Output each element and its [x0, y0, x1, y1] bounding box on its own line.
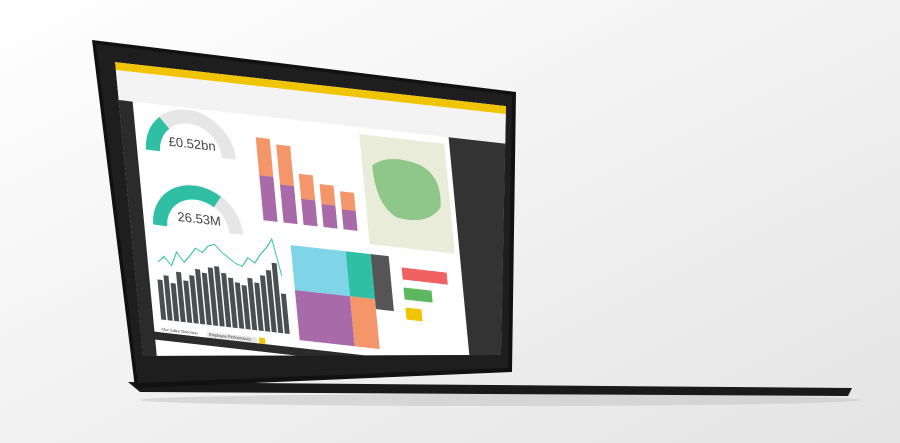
gauge-value: 26.53M	[177, 209, 222, 229]
ribbon	[115, 70, 506, 146]
treemap-tile	[290, 245, 350, 297]
gauge-card: £0.52bn 26.53M	[145, 109, 244, 235]
powerbi-window: £0.52bn 26.53M	[115, 62, 506, 356]
column	[207, 267, 219, 326]
tab-label[interactable]: Our Sales Overview	[162, 327, 198, 336]
visualizations-pane	[448, 137, 506, 356]
column	[214, 266, 225, 327]
bar-segment	[298, 173, 316, 201]
tab-label[interactable]: Employee Performance	[209, 332, 252, 342]
bar-segment	[276, 144, 294, 187]
status-bar	[140, 330, 506, 356]
laptop-base	[128, 382, 852, 396]
column	[175, 271, 186, 323]
column	[271, 262, 284, 334]
column	[221, 272, 232, 328]
column	[280, 293, 290, 335]
treemap-tile	[370, 254, 394, 312]
bar-segment	[259, 175, 278, 222]
hbar	[405, 307, 423, 322]
add-tab[interactable]	[258, 337, 266, 345]
column	[227, 277, 238, 329]
column	[241, 285, 251, 330]
treemap-tile	[349, 296, 380, 350]
gauge-fill	[145, 117, 170, 152]
gauge-fill	[153, 185, 221, 227]
combo-chart	[157, 237, 290, 335]
bar-segment	[321, 204, 338, 229]
column	[189, 275, 199, 324]
bar-segment	[255, 137, 274, 177]
column	[234, 282, 245, 329]
bar-visual	[255, 137, 358, 231]
column	[265, 269, 277, 333]
tab[interactable]	[206, 331, 258, 344]
treemap-tile	[345, 251, 375, 300]
column	[247, 277, 258, 331]
hbar	[401, 267, 448, 285]
column	[170, 282, 180, 322]
bar-segment	[341, 209, 358, 231]
hbar	[403, 287, 433, 303]
line	[157, 237, 283, 276]
treemap-tile	[294, 290, 355, 347]
column	[157, 279, 167, 321]
column	[163, 275, 173, 321]
shadow	[140, 394, 860, 406]
screen: £0.52bn 26.53M	[115, 62, 506, 356]
title-bar	[115, 62, 506, 116]
bar-segment	[301, 198, 318, 227]
column	[195, 268, 206, 325]
map-region	[372, 159, 441, 221]
bar-segment	[339, 191, 356, 211]
bar-segment	[279, 184, 298, 225]
tab[interactable]	[159, 326, 206, 338]
column	[201, 272, 212, 326]
gauge-value: £0.52bn	[168, 134, 216, 154]
column	[183, 280, 193, 323]
left-nav	[118, 100, 158, 356]
column	[254, 282, 264, 332]
column	[259, 275, 271, 332]
bar-segment	[319, 184, 336, 206]
